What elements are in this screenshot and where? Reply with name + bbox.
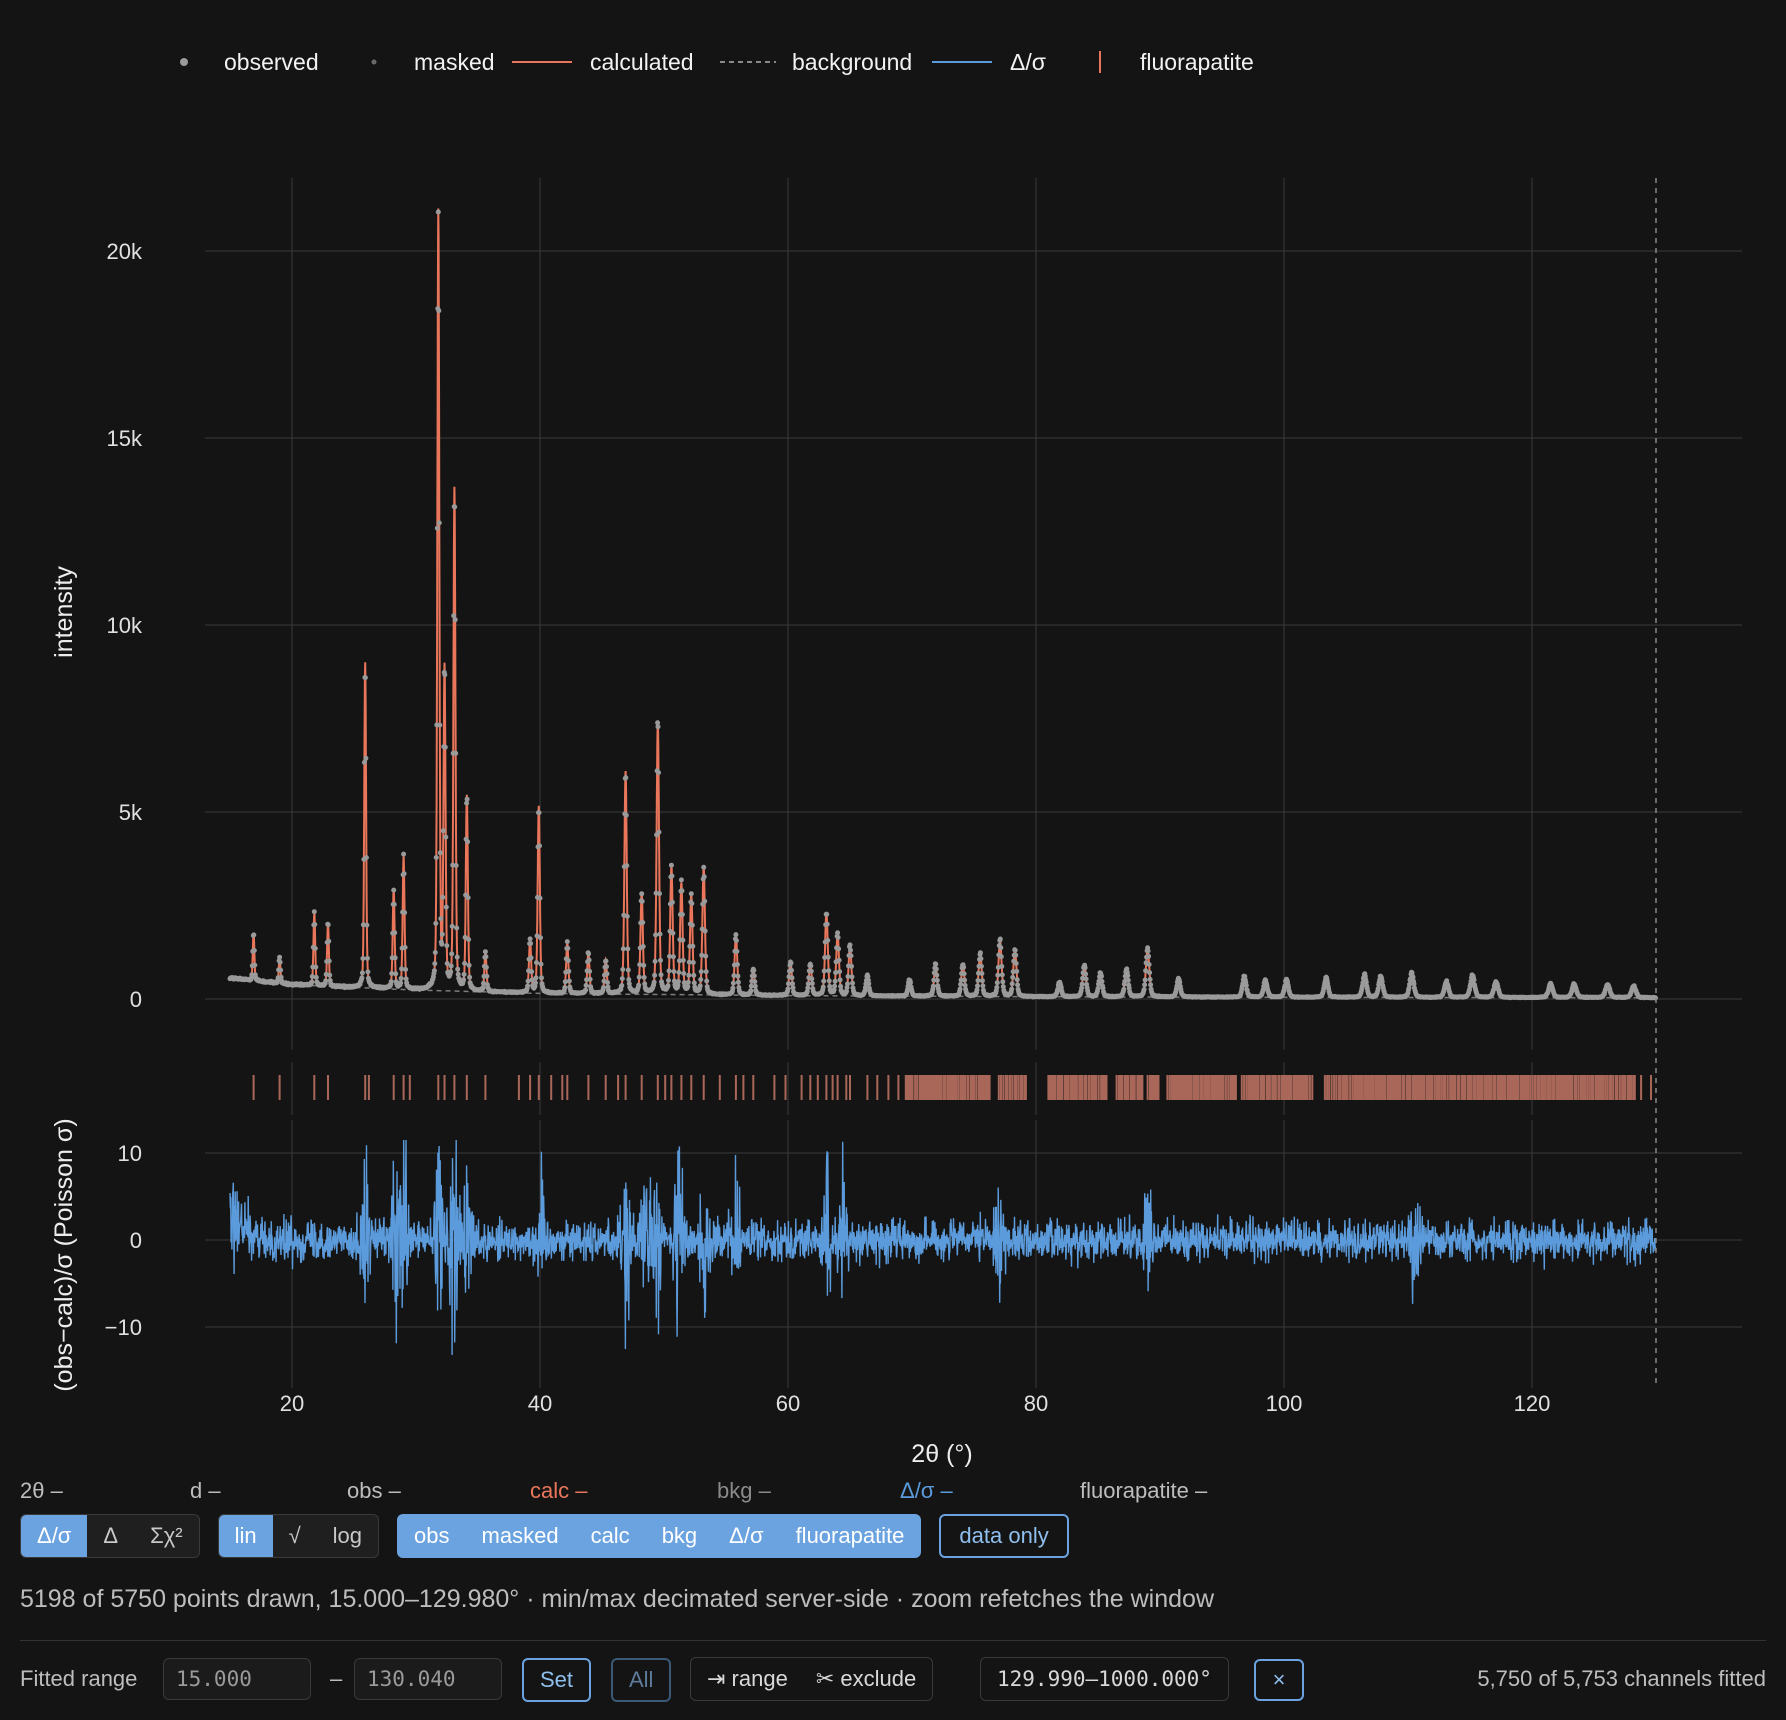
- fit-from-input[interactable]: [163, 1658, 311, 1700]
- legend-label-0: observed: [224, 49, 319, 75]
- x-tick-label: 20: [280, 1391, 304, 1416]
- legend: observed masked calculated background Δ/σ flu…: [180, 49, 1254, 75]
- refinement-plot[interactable]: observed masked calculated background Δ/σ flu…: [0, 0, 1786, 1470]
- y-tick-label: 10k: [107, 613, 143, 638]
- residual-mode-delta[interactable]: Δ: [103, 1523, 119, 1548]
- layer-calc-toggle[interactable]: calc: [590, 1523, 630, 1548]
- scale-linear[interactable]: lin: [218, 1515, 273, 1557]
- fitted-range-row: Fitted range – Set All ⇥ range ✂ exclude…: [20, 1656, 1766, 1702]
- divider: [20, 1640, 1766, 1641]
- legend-label-3: background: [792, 49, 912, 75]
- channels-fitted-count: 5,750 of 5,753 channels fitted: [1477, 1666, 1766, 1691]
- y-axis-title: intensity: [50, 566, 78, 658]
- legend-label-4: Δ/σ: [1010, 49, 1046, 75]
- cursor-readout: 2θ – d – obs – calc – bkg – Δ/σ – fluora…: [0, 1478, 1786, 1508]
- residual-axis-title: (obs−calc)/σ (Poisson σ): [50, 1118, 78, 1391]
- main-grid: [205, 178, 1742, 1115]
- range-tool-button[interactable]: ⇥ range: [707, 1666, 788, 1691]
- residual-tick-label: 10: [118, 1141, 142, 1166]
- legend-item-0[interactable]: observed: [180, 49, 319, 75]
- readout-calc: calc –: [530, 1478, 588, 1503]
- readout-residual: Δ/σ –: [900, 1478, 953, 1503]
- layer-masked-toggle[interactable]: masked: [481, 1523, 559, 1548]
- data-only-button[interactable]: data only: [939, 1514, 1069, 1558]
- remove-exclusion-button[interactable]: ×: [1254, 1659, 1304, 1701]
- exclude-tool-button[interactable]: ✂ exclude: [815, 1666, 917, 1691]
- residual-grid: [205, 1120, 1742, 1388]
- residual-tick-label: −10: [105, 1315, 142, 1340]
- range-tool-group: ⇥ range ✂ exclude: [690, 1657, 934, 1701]
- legend-item-3[interactable]: background: [720, 49, 912, 75]
- scale-sqrt[interactable]: √: [288, 1523, 301, 1548]
- layer-obs-toggle[interactable]: obs: [414, 1523, 450, 1548]
- readout-obs: obs –: [347, 1478, 401, 1503]
- readout-d: d –: [190, 1478, 221, 1503]
- legend-item-1[interactable]: masked: [371, 49, 495, 75]
- layer-bkg-toggle[interactable]: bkg: [661, 1523, 698, 1548]
- fit-to-input[interactable]: [354, 1658, 502, 1700]
- scale-log[interactable]: log: [332, 1523, 363, 1548]
- plot-toolbar: Δ/σ Δ Σχ² lin √ log obs masked calc bkg …: [20, 1514, 1069, 1558]
- x-tick-label: 60: [776, 1391, 800, 1416]
- status-text: 5198 of 5750 points drawn, 15.000–129.98…: [20, 1585, 1214, 1613]
- readout-twotheta: 2θ –: [20, 1478, 63, 1503]
- calculated-trace: [230, 208, 1656, 999]
- y-tick-label: 15k: [107, 426, 143, 451]
- legend-label-1: masked: [414, 49, 495, 75]
- x-tick-label: 80: [1024, 1391, 1048, 1416]
- y-tick-label: 0: [130, 987, 142, 1012]
- residual-trace: [229, 1139, 1657, 1356]
- background-line: [229, 977, 1644, 999]
- excluded-range-chip: 129.990–1000.000°: [980, 1657, 1229, 1701]
- fluorapatite-reflection-ticks: [252, 1075, 1652, 1100]
- x-axis-title: 2θ (°): [911, 1440, 972, 1468]
- legend-label-2: calculated: [590, 49, 694, 75]
- layer-toggle-group: obs masked calc bkg Δ/σ fluorapatite: [397, 1514, 922, 1558]
- y-tick-label: 20k: [107, 239, 143, 264]
- readout-bkg: bkg –: [717, 1478, 771, 1503]
- legend-label-5: fluorapatite: [1140, 49, 1254, 75]
- y-tick-label: 5k: [119, 800, 143, 825]
- observed-points: [227, 209, 1659, 1001]
- readout-phase: fluorapatite –: [1080, 1478, 1208, 1503]
- layer-residual-toggle[interactable]: Δ/σ: [729, 1523, 764, 1548]
- legend-item-2[interactable]: calculated: [512, 49, 694, 75]
- residual-mode-group: Δ/σ Δ Σχ²: [20, 1514, 200, 1558]
- scale-mode-group: lin √ log: [217, 1514, 380, 1558]
- residual-mode-sigma[interactable]: Δ/σ: [21, 1515, 88, 1557]
- x-tick-label: 40: [528, 1391, 552, 1416]
- residual-mode-chi2[interactable]: Σχ²: [150, 1523, 183, 1548]
- fitted-range-label: Fitted range: [20, 1666, 138, 1691]
- legend-item-4[interactable]: Δ/σ: [932, 49, 1046, 75]
- x-tick-label: 100: [1266, 1391, 1303, 1416]
- legend-item-5[interactable]: fluorapatite: [1099, 49, 1254, 75]
- all-range-button[interactable]: All: [611, 1658, 672, 1702]
- x-tick-label: 120: [1514, 1391, 1551, 1416]
- range-dash: –: [330, 1666, 343, 1691]
- layer-phase-toggle[interactable]: fluorapatite: [795, 1523, 905, 1548]
- set-range-button[interactable]: Set: [522, 1658, 592, 1702]
- residual-tick-label: 0: [130, 1228, 142, 1253]
